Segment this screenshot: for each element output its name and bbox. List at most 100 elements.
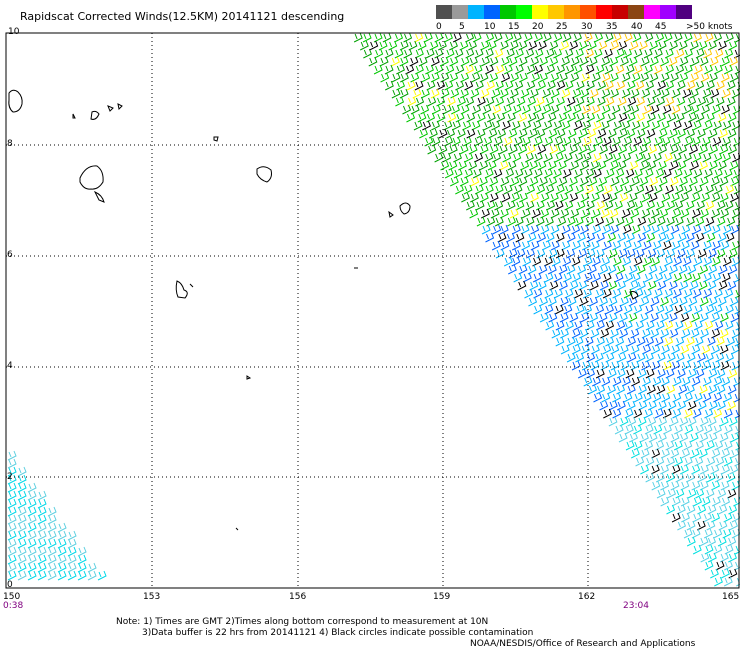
wind-barb [707,40,717,51]
wind-barb [695,48,705,59]
wind-barb [547,112,557,123]
wind-barb [697,400,707,411]
wind-barb [430,72,440,83]
wind-barb [711,480,721,491]
wind-barb [484,184,494,195]
wind-barb [444,168,454,179]
wind-barb [723,456,733,467]
wind-barb [687,400,697,411]
wind-barb [561,240,571,251]
wind-barb [707,280,717,291]
wind-barb [474,48,484,59]
wind-barb [605,336,615,347]
wind-barb [615,48,625,59]
wind-barb [654,272,664,283]
wind-barb [666,504,676,515]
wind-barb [37,570,47,581]
wind-barb [656,368,666,379]
wind-barb [382,32,392,43]
wind-barb [591,256,601,267]
wind-barb [707,416,717,427]
coastlines [8,89,639,531]
wind-barb [628,312,638,323]
wind-barb [667,112,677,123]
wind-barb [504,32,514,43]
wind-barb [702,360,711,371]
wind-barb [651,120,661,131]
wind-barb [693,64,703,75]
wind-barb [702,240,712,251]
wind-barb [705,488,715,499]
wind-barb [490,208,500,219]
wind-barb [620,176,630,187]
wind-barb [713,304,723,315]
wind-barb [599,280,609,291]
wind-barb [474,184,484,195]
wind-barb [518,176,528,187]
wind-barb [445,48,455,59]
wind-barb [661,136,671,147]
wind-barb [674,320,684,331]
wind-barb [722,120,732,131]
legend-label: 25 [556,22,568,32]
wind-barb [589,280,599,291]
wind-barb [686,472,695,483]
wind-barb [579,296,588,307]
wind-barb [709,56,719,67]
wind-barb [415,96,425,107]
wind-barb [426,112,436,123]
wind-barb [680,344,690,355]
wind-barb [702,152,712,163]
wind-barb [689,40,699,51]
wind-barb [728,40,738,51]
lon-label-165: 165 [722,592,740,602]
wind-barb [465,48,475,59]
wind-barb [591,72,601,83]
wind-barb [712,120,722,131]
wind-barb [660,56,670,67]
wind-barb [503,184,513,195]
wind-barb [721,272,731,283]
wind-barb [479,144,489,155]
wind-barb [385,80,394,91]
wind-barb [47,538,57,549]
wind-barb [567,112,576,123]
wind-barb [374,48,384,59]
wind-barb [605,352,615,363]
wind-barb [543,168,553,179]
wind-barb [557,144,566,155]
wind-barb [600,208,610,219]
wind-barb [567,128,577,139]
wind-barb [494,184,504,195]
wind-barb [573,32,583,43]
wind-barb [481,224,491,235]
wind-barb [673,32,683,43]
legend-label: 45 [655,22,667,32]
wind-barb [693,256,703,267]
wind-barb [599,144,608,155]
wind-barb [668,312,678,323]
wind-barb [678,384,688,395]
wind-barb [527,96,537,107]
wind-barb [446,128,456,139]
wind-barb [497,128,507,139]
wind-barb [440,160,450,171]
wind-barb [678,264,688,275]
wind-barb [640,56,650,67]
wind-barb [713,528,723,539]
wind-barb [47,522,57,533]
wind-barb [727,384,737,395]
wind-barb [7,554,17,565]
wind-barb [561,224,571,235]
wind-barb [569,192,579,203]
wind-barb [721,376,731,387]
wind-barb [597,160,607,171]
wind-barb [657,112,666,123]
wind-barb [691,344,701,355]
wind-barb [535,200,545,211]
wind-barb [564,288,574,299]
wind-barb [573,168,583,179]
wind-barb [608,416,618,427]
wind-barb [703,256,713,267]
wind-barb [589,312,599,323]
